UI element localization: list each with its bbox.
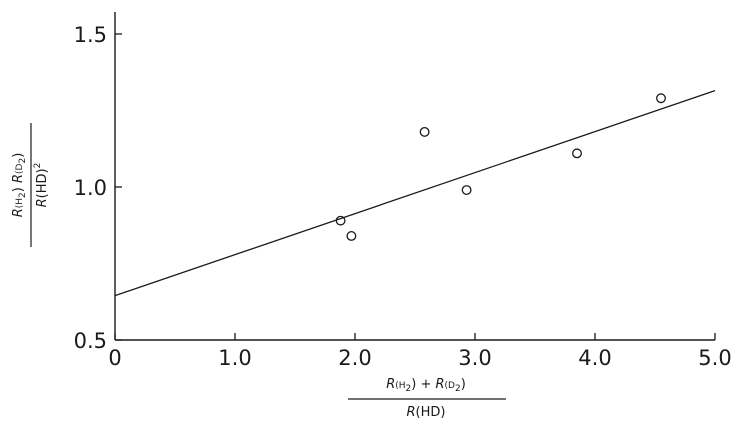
data-point	[335, 215, 346, 226]
y-label-denominator: R(HD)2	[33, 163, 50, 208]
y-tick-label: 1.5	[74, 23, 107, 47]
x-tick-label: 4.0	[578, 346, 611, 370]
data-points	[335, 93, 666, 241]
x-axis-label: R(H2) + R(D2) R(HD)	[348, 377, 506, 420]
y-axis-label: R(H2) R(D2) R(HD)2	[11, 123, 50, 247]
y-ticks: 0.5 1.0 1.5	[74, 23, 122, 353]
data-point	[656, 93, 666, 104]
x-tick-label: 5.0	[698, 346, 731, 370]
x-label-numerator: R(H2) + R(D2)	[386, 377, 466, 394]
x-tick-label: 0	[108, 346, 121, 370]
data-point	[346, 231, 357, 241]
data-point	[572, 148, 582, 159]
axes	[114, 12, 715, 341]
y-tick-label: 1.0	[74, 176, 107, 200]
x-ticks: 0 1.0 2.0 3.0 4.0 5.0	[108, 333, 732, 370]
data-point	[461, 185, 472, 196]
x-tick-label: 3.0	[458, 346, 491, 370]
x-tick-label: 2.0	[338, 346, 371, 370]
x-label-denominator: R(HD)	[407, 405, 446, 420]
fit-line	[114, 89, 716, 297]
data-point	[419, 126, 430, 137]
y-tick-label: 0.5	[74, 329, 107, 353]
x-tick-label: 1.0	[218, 346, 251, 370]
y-label-numerator: R(H2) R(D2)	[11, 153, 28, 218]
